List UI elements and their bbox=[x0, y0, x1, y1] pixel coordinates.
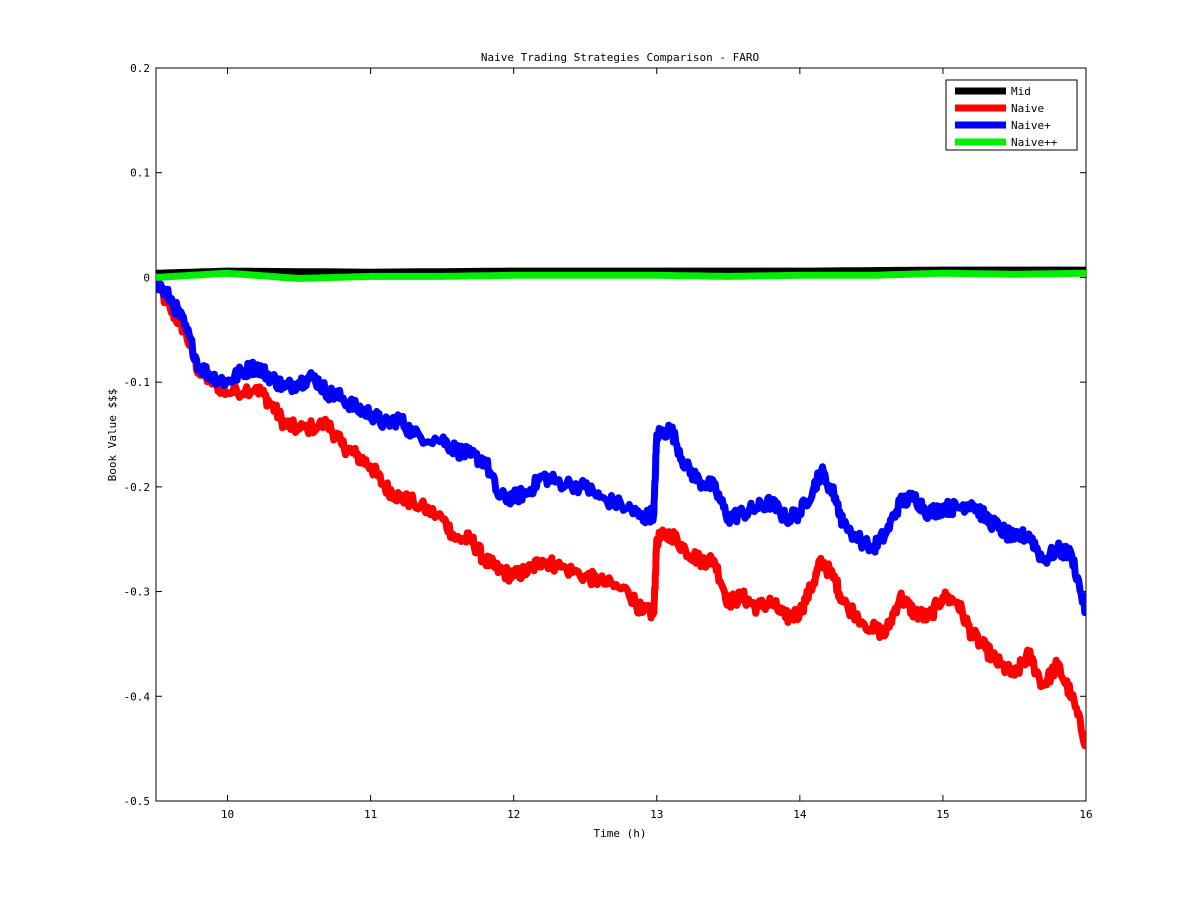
x-axis-label: Time (h) bbox=[594, 827, 647, 840]
legend-label: Naive bbox=[1011, 102, 1044, 115]
series-line-mid bbox=[156, 266, 1086, 277]
y-tick-label: 0.2 bbox=[130, 62, 150, 75]
series-line-naive bbox=[156, 279, 1086, 750]
x-axis: 10 11 12 13 14 15 16 bbox=[221, 68, 1093, 821]
y-tick-label: -0.1 bbox=[124, 376, 151, 389]
y-tick-label: -0.3 bbox=[124, 586, 151, 599]
x-tick-label: 16 bbox=[1079, 808, 1092, 821]
y-tick-label: -0.2 bbox=[124, 481, 151, 494]
legend-label: Naive++ bbox=[1011, 136, 1058, 149]
series-layer bbox=[156, 266, 1086, 750]
y-tick-label: 0 bbox=[143, 271, 150, 284]
legend-label: Mid bbox=[1011, 85, 1031, 98]
y-tick-label: -0.5 bbox=[124, 795, 151, 808]
legend-label: Naive+ bbox=[1011, 119, 1051, 132]
y-axis-label: Book Value $$$ bbox=[106, 389, 119, 482]
y-tick-label: 0.1 bbox=[130, 167, 150, 180]
x-tick-label: 11 bbox=[364, 808, 377, 821]
x-tick-label: 10 bbox=[221, 808, 234, 821]
series-line-naiveplusplus bbox=[156, 269, 1086, 282]
chart-title: Naive Trading Strategies Comparison - FA… bbox=[481, 51, 759, 64]
x-tick-label: 12 bbox=[507, 808, 520, 821]
legend: Mid Naive Naive+ Naive++ bbox=[945, 79, 1078, 151]
x-tick-label: 14 bbox=[793, 808, 807, 821]
x-tick-label: 15 bbox=[936, 808, 949, 821]
y-tick-label: -0.4 bbox=[124, 690, 151, 703]
x-tick-label: 13 bbox=[650, 808, 663, 821]
series-line-naiveplus bbox=[156, 277, 1086, 617]
